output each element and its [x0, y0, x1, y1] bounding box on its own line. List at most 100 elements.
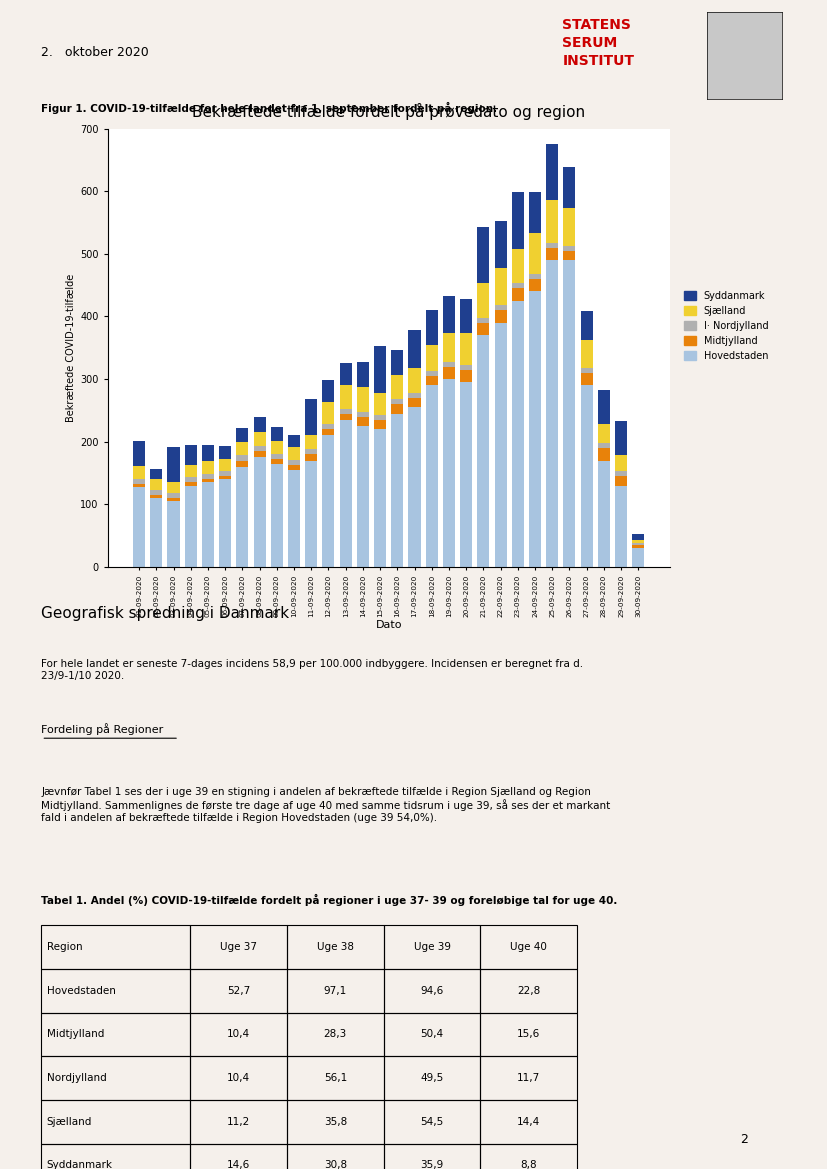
Bar [480, 1143, 577, 1169]
Text: Jævnfør Tabel 1 ses der i uge 39 en stigning i andelen af bekræftede tilfælde i : Jævnfør Tabel 1 ses der i uge 39 en stig… [41, 787, 610, 823]
Text: 11,7: 11,7 [517, 1073, 541, 1084]
Text: Uge 40: Uge 40 [510, 942, 547, 953]
Bar [323, 380, 334, 402]
Bar [356, 387, 369, 411]
Bar [546, 144, 558, 200]
Bar [391, 404, 404, 414]
Bar [391, 399, 404, 404]
Text: 2.   oktober 2020: 2. oktober 2020 [41, 46, 149, 60]
Bar [460, 369, 472, 382]
Bar [133, 466, 145, 478]
Bar [384, 1143, 480, 1169]
Bar [512, 300, 523, 567]
Bar [529, 291, 541, 567]
Bar [512, 289, 523, 300]
Text: Syddanmark: Syddanmark [46, 1161, 112, 1169]
Bar [633, 548, 644, 567]
Bar [168, 502, 179, 567]
Bar [323, 436, 334, 567]
Bar [409, 397, 421, 407]
Bar [443, 379, 455, 567]
Bar [190, 1100, 287, 1143]
Bar [563, 250, 576, 261]
Bar [460, 382, 472, 567]
Bar [254, 457, 265, 567]
Text: Nordjylland: Nordjylland [46, 1073, 107, 1084]
Bar [288, 459, 300, 465]
Bar [477, 323, 490, 336]
Bar [460, 365, 472, 369]
Bar [477, 227, 490, 283]
Bar [495, 221, 507, 268]
Legend: Syddanmark, Sjælland, I· Nordjylland, Midtjylland, Hovedstaden: Syddanmark, Sjælland, I· Nordjylland, Mi… [681, 288, 772, 365]
Bar [384, 926, 480, 969]
Bar [237, 442, 248, 456]
Bar [41, 926, 190, 969]
Bar [615, 456, 627, 471]
Text: 54,5: 54,5 [420, 1116, 444, 1127]
Bar [426, 310, 437, 345]
Bar [288, 435, 300, 448]
Bar [41, 1057, 190, 1100]
Text: 97,1: 97,1 [323, 985, 347, 996]
Bar [409, 330, 421, 368]
Bar [287, 969, 384, 1012]
Bar [184, 477, 197, 483]
Bar [409, 407, 421, 567]
Bar [202, 483, 214, 567]
Text: 50,4: 50,4 [421, 1030, 443, 1039]
Bar [615, 485, 627, 567]
Bar [270, 428, 283, 441]
Bar [581, 386, 593, 567]
Bar [409, 393, 421, 397]
Text: 28,3: 28,3 [323, 1030, 347, 1039]
Bar [151, 478, 162, 490]
X-axis label: Dato: Dato [375, 620, 402, 630]
Bar [495, 305, 507, 310]
Text: STATENS
SERUM
INSTITUT: STATENS SERUM INSTITUT [562, 18, 634, 68]
Text: 35,8: 35,8 [323, 1116, 347, 1127]
Bar [480, 969, 577, 1012]
Bar [340, 408, 351, 414]
Bar [237, 456, 248, 461]
Bar [190, 926, 287, 969]
Bar [287, 1100, 384, 1143]
Text: Uge 39: Uge 39 [414, 942, 451, 953]
Bar [391, 351, 404, 375]
Bar [374, 415, 386, 420]
Bar [270, 464, 283, 567]
Bar [288, 470, 300, 567]
Text: 49,5: 49,5 [420, 1073, 444, 1084]
Bar [287, 1012, 384, 1057]
Bar [426, 345, 437, 371]
Bar [133, 441, 145, 466]
Bar [323, 429, 334, 436]
Bar [563, 261, 576, 567]
Bar [512, 249, 523, 283]
Bar [581, 368, 593, 373]
Bar [340, 362, 351, 385]
Bar [391, 375, 404, 399]
Bar [270, 454, 283, 458]
Bar [384, 1012, 480, 1057]
Bar [133, 478, 145, 484]
Text: Geografisk spredning i Danmark: Geografisk spredning i Danmark [41, 607, 289, 621]
Text: Region: Region [46, 942, 82, 953]
Bar [529, 233, 541, 274]
Bar [598, 443, 609, 448]
Text: Figur 1. COVID-19-tilfælde for hele landet fra 1. september fordelt på region.: Figur 1. COVID-19-tilfælde for hele land… [41, 102, 498, 115]
Bar [219, 471, 232, 476]
Bar [41, 1012, 190, 1057]
Text: 94,6: 94,6 [420, 985, 444, 996]
Bar [384, 1100, 480, 1143]
Bar [633, 544, 644, 545]
Text: 56,1: 56,1 [323, 1073, 347, 1084]
Text: 52,7: 52,7 [227, 985, 251, 996]
Bar [563, 208, 576, 245]
Bar [480, 1100, 577, 1143]
Bar [581, 311, 593, 340]
Bar [495, 268, 507, 305]
Bar [374, 429, 386, 567]
Bar [287, 1143, 384, 1169]
Bar [323, 424, 334, 429]
